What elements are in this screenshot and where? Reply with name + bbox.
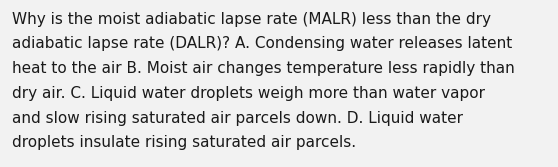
Text: dry air. C. Liquid water droplets weigh more than water vapor: dry air. C. Liquid water droplets weigh … (12, 86, 485, 101)
Text: and slow rising saturated air parcels down. D. Liquid water: and slow rising saturated air parcels do… (12, 111, 463, 126)
Text: droplets insulate rising saturated air parcels.: droplets insulate rising saturated air p… (12, 135, 357, 150)
Text: Why is the moist adiabatic lapse rate (MALR) less than the dry: Why is the moist adiabatic lapse rate (M… (12, 12, 491, 27)
Text: adiabatic lapse rate (DALR)? A. Condensing water releases latent: adiabatic lapse rate (DALR)? A. Condensi… (12, 36, 513, 51)
Text: heat to the air B. Moist air changes temperature less rapidly than: heat to the air B. Moist air changes tem… (12, 61, 515, 76)
